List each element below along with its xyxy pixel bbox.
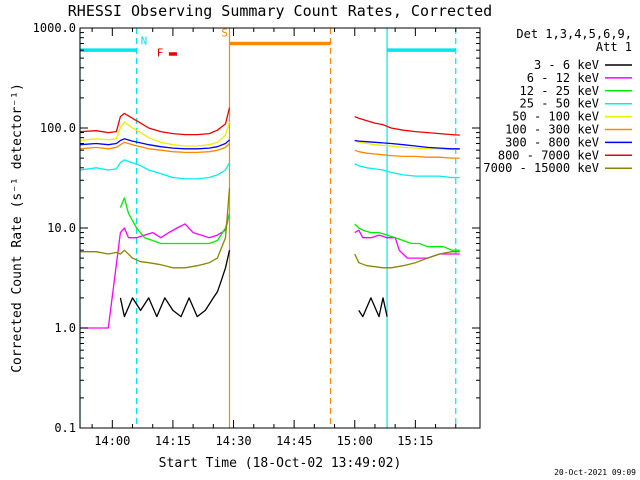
x-tick-label: 15:15 [397,434,433,448]
x-axis-label: Start Time (18-Oct-02 13:49:02) [159,456,402,471]
legend-label-1: 3 - 6 keV [534,58,599,72]
series-line-3 [119,197,460,251]
y-tick-label: 10.0 [47,221,76,235]
annotation-n: N [141,35,148,48]
plot-area: NF S [79,27,481,429]
x-tick-label: 14:45 [276,434,312,448]
legend-label-9: 7000 - 15000 keV [483,161,599,175]
series-line-7 [80,138,460,150]
annotation-f: F [157,46,164,59]
y-axis-label: Corrected Count Rate (s⁻¹ detector⁻¹) [10,83,25,373]
x-tick-label: 14:15 [155,434,191,448]
legend-label-8: 800 - 7000 keV [498,148,599,162]
y-tick-label: 1000.0 [33,21,76,35]
series-line-4 [80,159,460,180]
legend-header-line-1: Det 1,3,4,5,6,9, [516,27,632,41]
series-line-9 [80,188,460,269]
legend-label-3: 12 - 25 keV [520,84,599,98]
annotation-s: S [221,27,228,40]
legend-label-6: 100 - 300 keV [505,123,599,137]
series-line-5 [80,121,460,151]
legend-label-5: 50 - 100 keV [512,110,599,124]
timestamp: 20-Oct-2021 09:09 [554,468,636,477]
y-tick-label: 1.0 [54,321,76,335]
axes: 0.1 1.0 10.0 100.0 1000.0 14:00 14:15 14:30 14:4… [33,21,480,448]
chart-title: RHESSI Observing Summary Count Rates, Co… [68,2,492,20]
legend-label-7: 300 - 800 keV [505,135,599,149]
series-group [80,107,460,329]
series-line-1 [119,250,388,318]
x-tick-label: 14:00 [94,434,130,448]
x-tick-label: 15:00 [337,434,373,448]
legend-label-4: 25 - 50 keV [520,97,599,111]
series-line-6 [80,141,460,159]
y-tick-label: 0.1 [54,421,76,435]
legend-label-2: 6 - 12 keV [527,71,599,85]
x-tick-label: 14:30 [215,434,251,448]
series-line-8 [80,107,460,136]
legend-header-line-2: Att 1 [596,40,632,54]
y-tick-label: 100.0 [40,121,76,135]
